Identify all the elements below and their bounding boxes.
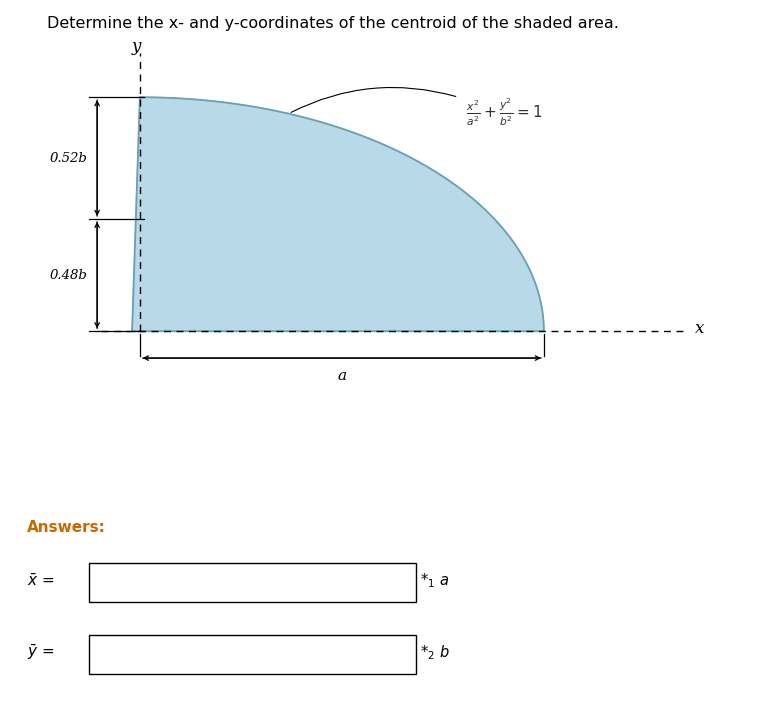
- FancyBboxPatch shape: [89, 563, 416, 602]
- Text: $*_2\ b$: $*_2\ b$: [420, 643, 449, 662]
- Text: Determine the x- and y-coordinates of the centroid of the shaded area.: Determine the x- and y-coordinates of th…: [47, 16, 618, 31]
- Text: 0.48b: 0.48b: [50, 269, 88, 282]
- Text: a: a: [337, 369, 347, 383]
- Text: $\frac{x^2}{a^2} + \frac{y^2}{b^2} = 1$: $\frac{x^2}{a^2} + \frac{y^2}{b^2} = 1$: [466, 96, 543, 128]
- Polygon shape: [132, 98, 544, 331]
- Text: 0.52b: 0.52b: [50, 151, 88, 165]
- Text: Answers:: Answers:: [27, 520, 106, 535]
- FancyBboxPatch shape: [89, 635, 416, 674]
- Text: y: y: [131, 37, 141, 54]
- Text: $\bar{y}$ =: $\bar{y}$ =: [27, 643, 54, 662]
- Text: x: x: [695, 320, 705, 337]
- Text: $*_1\ a$: $*_1\ a$: [420, 571, 449, 590]
- Text: $\bar{x}$ =: $\bar{x}$ =: [27, 573, 54, 589]
